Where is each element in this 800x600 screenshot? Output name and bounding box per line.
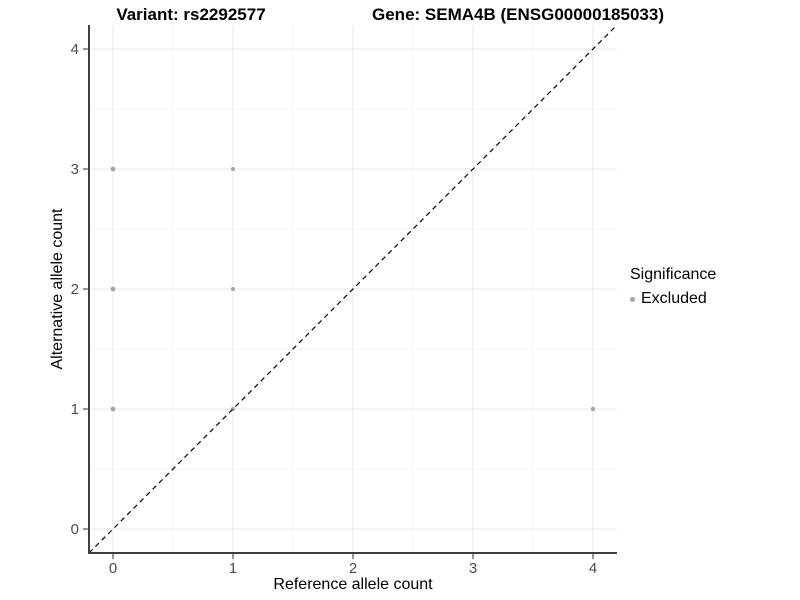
y-tick-label: 0 bbox=[71, 521, 79, 538]
y-axis-title: Alternative allele count bbox=[49, 208, 66, 370]
x-tick-label: 2 bbox=[349, 560, 357, 577]
data-point bbox=[110, 406, 116, 412]
data-point bbox=[231, 167, 235, 171]
y-tick-label: 3 bbox=[71, 161, 79, 178]
x-tick-label: 4 bbox=[589, 560, 597, 577]
excluded-point-key-icon bbox=[630, 296, 635, 302]
legend-title: Significance bbox=[630, 266, 717, 283]
legend-item-excluded: Excluded bbox=[630, 290, 716, 308]
data-point bbox=[590, 406, 596, 412]
data-point bbox=[110, 286, 116, 292]
x-tick-label: 0 bbox=[109, 560, 117, 577]
identity-line bbox=[88, 24, 618, 554]
y-tick-label: 2 bbox=[71, 281, 79, 298]
gene-title: Gene: SEMA4B (ENSG00000185033) bbox=[372, 5, 664, 24]
legend: Significance Excluded bbox=[630, 266, 716, 308]
legend-item-label: Excluded bbox=[641, 290, 707, 307]
y-tick-label: 4 bbox=[71, 41, 79, 58]
y-tick-label: 1 bbox=[71, 401, 79, 418]
x-tick-label: 1 bbox=[229, 560, 237, 577]
x-axis-title: Reference allele count bbox=[273, 576, 433, 593]
data-point bbox=[110, 166, 116, 172]
x-tick-label: 3 bbox=[469, 560, 477, 577]
data-point bbox=[231, 287, 235, 291]
variant-title: Variant: rs2292577 bbox=[116, 5, 266, 24]
